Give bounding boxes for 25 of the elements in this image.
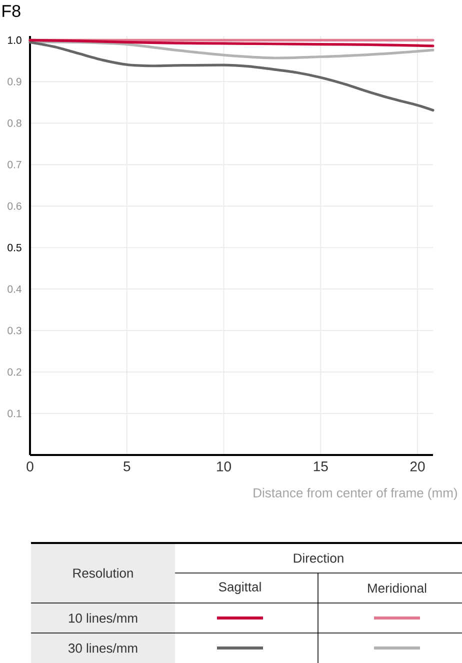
x-tick-label: 0 bbox=[26, 462, 34, 472]
text: 10 lines/mm bbox=[68, 613, 138, 623]
x-tick-label: 15 bbox=[314, 462, 328, 472]
x-axis-title: Distance from center of frame (mm) bbox=[254, 488, 457, 500]
y-tick-label: 1.0 bbox=[8, 36, 22, 44]
text: Sagittal bbox=[218, 582, 261, 594]
x-tick-label: 10 bbox=[217, 462, 231, 472]
y-tick-label: 0.3 bbox=[8, 326, 22, 334]
line-series bbox=[28, 40, 434, 60]
text: Direction bbox=[294, 553, 344, 563]
chart-title: F8 bbox=[2, 4, 20, 18]
y-tick-label: 0.4 bbox=[8, 285, 22, 293]
y-tick-label: 0.8 bbox=[8, 119, 22, 127]
y-tick-label: 0.6 bbox=[8, 202, 22, 210]
x-tick-label: 5 bbox=[124, 462, 130, 472]
y-tick-label: 0.5 bbox=[8, 244, 22, 252]
y-tick-label: 0.7 bbox=[8, 160, 22, 168]
text: 30 lines/mm bbox=[68, 643, 138, 653]
text: Meridional bbox=[368, 583, 426, 593]
y-tick-label: 0.1 bbox=[8, 410, 22, 418]
x-tick-label: 20 bbox=[410, 462, 425, 472]
y-tick-label: 0.9 bbox=[8, 78, 22, 86]
line-series bbox=[28, 40, 434, 112]
y-tick-label: 0.2 bbox=[8, 368, 22, 376]
text: Resolution bbox=[73, 568, 133, 578]
